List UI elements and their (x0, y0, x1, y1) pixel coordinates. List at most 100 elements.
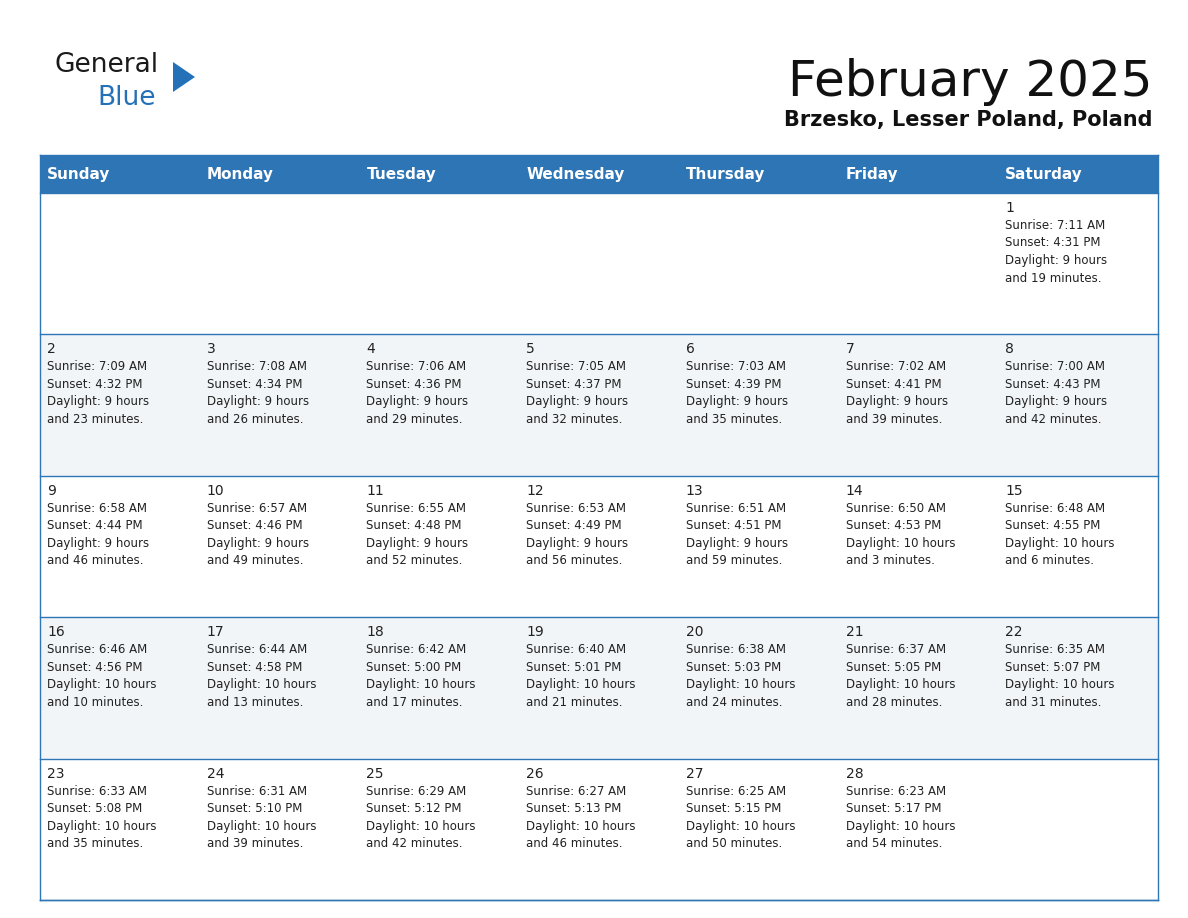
Text: Tuesday: Tuesday (366, 166, 436, 182)
Bar (360, 758, 519, 900)
Text: Friday: Friday (846, 166, 898, 182)
Bar (519, 193, 678, 334)
Bar (998, 758, 1158, 900)
Text: February 2025: February 2025 (789, 58, 1154, 106)
Text: Thursday: Thursday (685, 166, 765, 182)
Bar (200, 334, 360, 476)
Text: 27: 27 (685, 767, 703, 780)
Text: 21: 21 (846, 625, 864, 639)
Bar (839, 617, 998, 758)
Bar (998, 193, 1158, 334)
Bar (839, 193, 998, 334)
Bar (998, 155, 1158, 193)
Text: 28: 28 (846, 767, 864, 780)
Text: 2: 2 (48, 342, 56, 356)
Text: 12: 12 (526, 484, 544, 498)
Bar (40, 617, 200, 758)
Text: 10: 10 (207, 484, 225, 498)
Text: 6: 6 (685, 342, 695, 356)
Bar (200, 758, 360, 900)
Text: Brzesko, Lesser Poland, Poland: Brzesko, Lesser Poland, Poland (784, 110, 1154, 130)
Bar (519, 155, 678, 193)
Text: Sunrise: 6:29 AM
Sunset: 5:12 PM
Daylight: 10 hours
and 42 minutes.: Sunrise: 6:29 AM Sunset: 5:12 PM Dayligh… (366, 785, 476, 850)
Bar (360, 155, 519, 193)
Text: Sunrise: 6:44 AM
Sunset: 4:58 PM
Daylight: 10 hours
and 13 minutes.: Sunrise: 6:44 AM Sunset: 4:58 PM Dayligh… (207, 644, 316, 709)
Bar (360, 476, 519, 617)
Text: Sunday: Sunday (48, 166, 110, 182)
Text: 22: 22 (1005, 625, 1023, 639)
Text: Sunrise: 6:48 AM
Sunset: 4:55 PM
Daylight: 10 hours
and 6 minutes.: Sunrise: 6:48 AM Sunset: 4:55 PM Dayligh… (1005, 502, 1114, 567)
Text: Sunrise: 6:37 AM
Sunset: 5:05 PM
Daylight: 10 hours
and 28 minutes.: Sunrise: 6:37 AM Sunset: 5:05 PM Dayligh… (846, 644, 955, 709)
Text: 18: 18 (366, 625, 384, 639)
Text: Sunrise: 6:40 AM
Sunset: 5:01 PM
Daylight: 10 hours
and 21 minutes.: Sunrise: 6:40 AM Sunset: 5:01 PM Dayligh… (526, 644, 636, 709)
Text: 17: 17 (207, 625, 225, 639)
Bar (519, 617, 678, 758)
Bar (519, 476, 678, 617)
Bar (839, 758, 998, 900)
Bar (200, 476, 360, 617)
Text: Saturday: Saturday (1005, 166, 1083, 182)
Text: Sunrise: 6:53 AM
Sunset: 4:49 PM
Daylight: 9 hours
and 56 minutes.: Sunrise: 6:53 AM Sunset: 4:49 PM Dayligh… (526, 502, 628, 567)
Text: 7: 7 (846, 342, 854, 356)
Text: Sunrise: 6:23 AM
Sunset: 5:17 PM
Daylight: 10 hours
and 54 minutes.: Sunrise: 6:23 AM Sunset: 5:17 PM Dayligh… (846, 785, 955, 850)
Bar (839, 155, 998, 193)
Bar (839, 476, 998, 617)
Text: 23: 23 (48, 767, 64, 780)
Bar (519, 334, 678, 476)
Text: 26: 26 (526, 767, 544, 780)
Bar (678, 476, 839, 617)
Bar (998, 617, 1158, 758)
Text: 19: 19 (526, 625, 544, 639)
Text: Sunrise: 6:46 AM
Sunset: 4:56 PM
Daylight: 10 hours
and 10 minutes.: Sunrise: 6:46 AM Sunset: 4:56 PM Dayligh… (48, 644, 157, 709)
Text: 1: 1 (1005, 201, 1015, 215)
Text: Sunrise: 7:02 AM
Sunset: 4:41 PM
Daylight: 9 hours
and 39 minutes.: Sunrise: 7:02 AM Sunset: 4:41 PM Dayligh… (846, 361, 948, 426)
Text: Sunrise: 6:51 AM
Sunset: 4:51 PM
Daylight: 9 hours
and 59 minutes.: Sunrise: 6:51 AM Sunset: 4:51 PM Dayligh… (685, 502, 788, 567)
Bar (998, 334, 1158, 476)
Text: Monday: Monday (207, 166, 273, 182)
Bar (678, 155, 839, 193)
Bar (40, 476, 200, 617)
Text: 4: 4 (366, 342, 375, 356)
Bar (40, 155, 200, 193)
Text: Sunrise: 6:38 AM
Sunset: 5:03 PM
Daylight: 10 hours
and 24 minutes.: Sunrise: 6:38 AM Sunset: 5:03 PM Dayligh… (685, 644, 795, 709)
Bar (360, 193, 519, 334)
Text: 9: 9 (48, 484, 56, 498)
Bar (40, 334, 200, 476)
Text: Sunrise: 7:09 AM
Sunset: 4:32 PM
Daylight: 9 hours
and 23 minutes.: Sunrise: 7:09 AM Sunset: 4:32 PM Dayligh… (48, 361, 150, 426)
Text: Sunrise: 7:11 AM
Sunset: 4:31 PM
Daylight: 9 hours
and 19 minutes.: Sunrise: 7:11 AM Sunset: 4:31 PM Dayligh… (1005, 219, 1107, 285)
Text: Sunrise: 7:08 AM
Sunset: 4:34 PM
Daylight: 9 hours
and 26 minutes.: Sunrise: 7:08 AM Sunset: 4:34 PM Dayligh… (207, 361, 309, 426)
Bar (678, 758, 839, 900)
Bar (40, 758, 200, 900)
Text: 20: 20 (685, 625, 703, 639)
Text: Sunrise: 6:50 AM
Sunset: 4:53 PM
Daylight: 10 hours
and 3 minutes.: Sunrise: 6:50 AM Sunset: 4:53 PM Dayligh… (846, 502, 955, 567)
Bar (678, 617, 839, 758)
Text: General: General (55, 52, 159, 78)
Text: Sunrise: 6:35 AM
Sunset: 5:07 PM
Daylight: 10 hours
and 31 minutes.: Sunrise: 6:35 AM Sunset: 5:07 PM Dayligh… (1005, 644, 1114, 709)
Text: Sunrise: 6:25 AM
Sunset: 5:15 PM
Daylight: 10 hours
and 50 minutes.: Sunrise: 6:25 AM Sunset: 5:15 PM Dayligh… (685, 785, 795, 850)
Text: 5: 5 (526, 342, 535, 356)
Bar (678, 193, 839, 334)
Bar (360, 617, 519, 758)
Text: Sunrise: 6:58 AM
Sunset: 4:44 PM
Daylight: 9 hours
and 46 minutes.: Sunrise: 6:58 AM Sunset: 4:44 PM Dayligh… (48, 502, 150, 567)
Text: 11: 11 (366, 484, 384, 498)
Text: 24: 24 (207, 767, 225, 780)
Text: Sunrise: 7:03 AM
Sunset: 4:39 PM
Daylight: 9 hours
and 35 minutes.: Sunrise: 7:03 AM Sunset: 4:39 PM Dayligh… (685, 361, 788, 426)
Text: Sunrise: 7:05 AM
Sunset: 4:37 PM
Daylight: 9 hours
and 32 minutes.: Sunrise: 7:05 AM Sunset: 4:37 PM Dayligh… (526, 361, 628, 426)
Text: Blue: Blue (97, 85, 156, 111)
Bar (200, 155, 360, 193)
Text: 13: 13 (685, 484, 703, 498)
Polygon shape (173, 62, 195, 92)
Text: Sunrise: 6:31 AM
Sunset: 5:10 PM
Daylight: 10 hours
and 39 minutes.: Sunrise: 6:31 AM Sunset: 5:10 PM Dayligh… (207, 785, 316, 850)
Bar (998, 476, 1158, 617)
Text: 16: 16 (48, 625, 65, 639)
Text: Sunrise: 6:55 AM
Sunset: 4:48 PM
Daylight: 9 hours
and 52 minutes.: Sunrise: 6:55 AM Sunset: 4:48 PM Dayligh… (366, 502, 468, 567)
Text: Wednesday: Wednesday (526, 166, 625, 182)
Text: 15: 15 (1005, 484, 1023, 498)
Text: Sunrise: 6:33 AM
Sunset: 5:08 PM
Daylight: 10 hours
and 35 minutes.: Sunrise: 6:33 AM Sunset: 5:08 PM Dayligh… (48, 785, 157, 850)
Text: Sunrise: 7:06 AM
Sunset: 4:36 PM
Daylight: 9 hours
and 29 minutes.: Sunrise: 7:06 AM Sunset: 4:36 PM Dayligh… (366, 361, 468, 426)
Bar (519, 758, 678, 900)
Bar (678, 334, 839, 476)
Bar (200, 617, 360, 758)
Text: 25: 25 (366, 767, 384, 780)
Text: Sunrise: 6:57 AM
Sunset: 4:46 PM
Daylight: 9 hours
and 49 minutes.: Sunrise: 6:57 AM Sunset: 4:46 PM Dayligh… (207, 502, 309, 567)
